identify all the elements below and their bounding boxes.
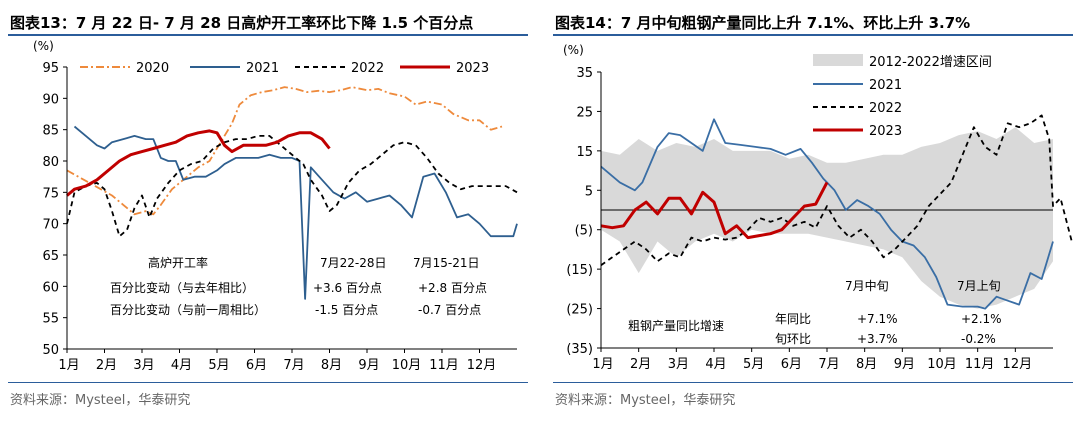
- annot-row1-label: 百分比变动（与去年相比）: [110, 280, 254, 295]
- legend-label: 2020: [136, 61, 169, 76]
- x-tick-label: 11月: [965, 357, 995, 372]
- source-note: 资料来源：Mysteel，华泰研究: [10, 393, 191, 408]
- legend-label: 2012-2022增速区间: [869, 55, 992, 70]
- x-tick-label: 6月: [781, 357, 802, 372]
- annot-row1-v1: +3.6 百分点: [313, 281, 382, 295]
- x-tick-label: 3月: [133, 358, 154, 373]
- x-tick-label: 5月: [743, 357, 764, 372]
- legend-label: 2021: [869, 78, 902, 93]
- title-divider: [8, 34, 528, 36]
- annot-heading: 高炉开工率: [148, 255, 208, 270]
- x-tick-label: 9月: [894, 357, 915, 372]
- blast-furnace-chart: 50 55 60 65 70 75 80 85 90 95 1月 2月 3月 4月 5月 6月 7月 8月 9月 10…: [33, 39, 518, 373]
- y-tick-label: 90: [42, 92, 59, 107]
- x-tick-label: 6月: [246, 358, 267, 373]
- crude-steel-chart: (35) (25) (15) (5) 5 15 25 35 1月 2月 3月 4月 5月 6月 7月 8月 9月…: [563, 43, 1073, 372]
- y-tick-label: 95: [42, 61, 59, 76]
- y-tick-label: (15): [566, 263, 593, 278]
- y-tick-label: 70: [42, 218, 59, 233]
- y-tick-label: 65: [42, 249, 59, 264]
- title-divider: [553, 34, 1073, 36]
- y-tick-label: 35: [576, 66, 593, 81]
- legend-label: 2022: [869, 101, 902, 116]
- band-area: [601, 127, 1053, 309]
- annot-row1-label: 年同比: [775, 312, 811, 326]
- x-tick-label: 7月: [283, 358, 304, 373]
- annot-col1: 7月22-28日: [320, 256, 387, 270]
- x-tick-label: 7月: [818, 357, 839, 372]
- chart-title: 图表13：7 月 22 日- 7 月 28 日高炉开工率环比下降 1.5 个百分…: [10, 14, 474, 32]
- x-tick-label: 1月: [592, 357, 613, 372]
- legend-swatch-band: [813, 54, 863, 66]
- x-tick-label: 4月: [705, 357, 726, 372]
- series-line-2021: [73, 125, 518, 300]
- x-tick-label: 12月: [1003, 357, 1033, 372]
- y-tick-label: (25): [566, 303, 593, 318]
- x-tick-label: 2月: [630, 357, 651, 372]
- legend-label: 2023: [456, 61, 489, 76]
- annot-row2-v1: +3.7%: [857, 332, 898, 346]
- annot-row2-v2: -0.2%: [961, 332, 996, 346]
- annot-row2-v1: -1.5 百分点: [315, 303, 378, 317]
- series-line-2022: [66, 135, 518, 238]
- annot-row1-v1: +7.1%: [857, 312, 898, 326]
- annot-row1-v2: +2.8 百分点: [418, 281, 487, 295]
- y-tick-label: 85: [42, 124, 59, 139]
- annot-row2-label: 百分比变动（与前一周相比）: [110, 302, 266, 317]
- legend-label: 2023: [869, 124, 902, 139]
- source-divider: [553, 382, 1073, 383]
- legend-label: 2021: [246, 61, 279, 76]
- x-tick-label: 3月: [668, 357, 689, 372]
- x-tick-label: 1月: [58, 358, 79, 373]
- source-divider: [8, 382, 528, 383]
- series-line-2023: [66, 129, 331, 197]
- y-tick-label: (35): [566, 342, 593, 357]
- x-tick-label: 5月: [208, 358, 229, 373]
- x-tick-label: 8月: [856, 357, 877, 372]
- x-tick-label: 11月: [429, 358, 459, 373]
- annot-heading: 粗钢产量同比增速: [628, 319, 724, 333]
- annot-col2: 7月15-21日: [413, 256, 480, 270]
- annot-col1: 7月中旬: [845, 278, 889, 293]
- x-tick-label: 4月: [171, 358, 192, 373]
- x-tick-label: 2月: [96, 358, 117, 373]
- y-tick-label: 50: [42, 343, 59, 358]
- y-tick-label: 55: [42, 312, 59, 327]
- y-unit-label: (%): [563, 43, 584, 57]
- y-tick-label: 25: [576, 105, 593, 120]
- y-tick-label: 15: [576, 145, 593, 160]
- x-tick-label: 9月: [358, 358, 379, 373]
- series-line-2020: [66, 86, 503, 216]
- y-unit-label: (%): [33, 39, 54, 53]
- y-tick-label: 60: [42, 280, 59, 295]
- x-tick-label: 8月: [321, 358, 342, 373]
- x-tick-label: 10月: [927, 357, 957, 372]
- source-note: 资料来源：Mysteel，华泰研究: [555, 393, 736, 408]
- series-line-2022: [600, 114, 1073, 266]
- legend-label: 2022: [351, 61, 384, 76]
- annot-row2-label: 旬环比: [775, 332, 811, 346]
- chart-panel-crude-steel: 图表14：7 月中旬粗钢产量同比上升 7.1%、环比上升 3.7% (35) (2…: [545, 0, 1080, 423]
- series-line-2023: [600, 181, 829, 240]
- annot-row1-v2: +2.1%: [961, 312, 1002, 326]
- y-tick-label: 80: [42, 155, 59, 170]
- y-tick-label: 75: [42, 186, 59, 201]
- chart-title: 图表14：7 月中旬粗钢产量同比上升 7.1%、环比上升 3.7%: [555, 14, 971, 32]
- y-tick-label: (5): [575, 224, 593, 239]
- x-tick-label: 10月: [392, 358, 422, 373]
- series-line-2021: [600, 118, 1054, 310]
- y-tick-label: 5: [585, 184, 593, 199]
- x-tick-label: 12月: [467, 358, 497, 373]
- chart-panel-blast-furnace: 图表13：7 月 22 日- 7 月 28 日高炉开工率环比下降 1.5 个百分…: [8, 14, 528, 408]
- annot-row2-v2: -0.7 百分点: [418, 303, 481, 317]
- annot-col2: 7月上旬: [957, 279, 1001, 293]
